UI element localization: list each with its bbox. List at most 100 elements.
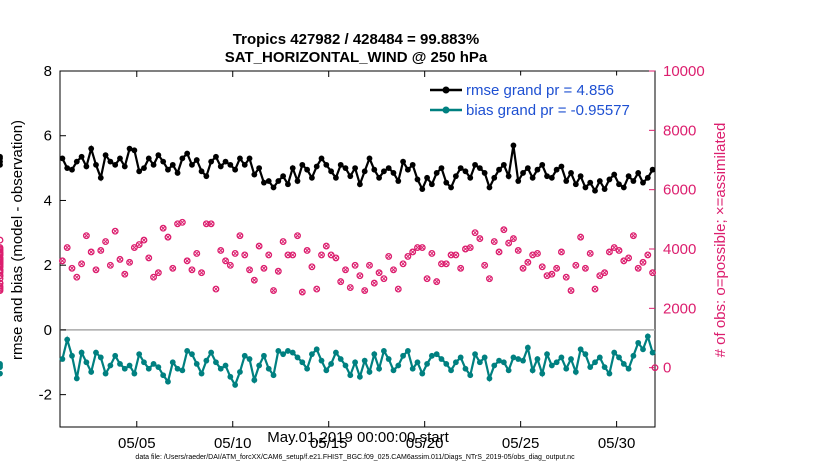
count-point-cross — [285, 252, 291, 258]
bias-point — [64, 336, 71, 343]
count-point-cross — [247, 267, 252, 273]
count-point-cross — [299, 289, 305, 295]
count-point — [193, 249, 201, 257]
bias-point — [131, 370, 138, 377]
count-point-cross — [347, 285, 353, 290]
count-point — [183, 257, 191, 265]
chart-title: Tropics 427982 / 428484 = 99.883% — [233, 31, 479, 48]
bias-point — [404, 348, 411, 354]
count-point-cross — [563, 274, 569, 280]
count-point — [601, 269, 609, 277]
bias-point — [328, 360, 335, 367]
count-point-cross — [525, 259, 531, 265]
x-tick-label: 05/30 — [598, 435, 636, 452]
count-point — [471, 229, 479, 237]
count-point-cross — [88, 249, 94, 255]
count-point — [644, 251, 652, 259]
count-point — [476, 235, 484, 243]
count-point-cross — [482, 262, 488, 268]
bias-point — [337, 356, 344, 362]
count-point — [236, 232, 244, 240]
count-point-cross — [530, 252, 535, 258]
bias-point — [313, 346, 320, 353]
count-point-cross — [434, 279, 440, 284]
bias-point — [568, 356, 574, 362]
rmse-point — [500, 161, 507, 168]
rmse-point — [630, 178, 637, 184]
bias-point — [69, 352, 75, 359]
bias-point — [467, 372, 474, 379]
bias-point — [93, 349, 99, 356]
count-point — [553, 264, 561, 272]
count-point — [289, 251, 297, 259]
count-point — [116, 255, 124, 263]
count-point-cross — [607, 249, 612, 255]
count-point-cross — [309, 264, 315, 270]
bias-point — [649, 349, 656, 356]
bias-point — [390, 367, 397, 374]
rmse-point — [59, 155, 66, 162]
bias-point — [644, 333, 651, 340]
bias-point — [500, 359, 507, 366]
count-point — [78, 260, 86, 268]
count-point-cross — [448, 252, 454, 258]
bias-point — [380, 348, 387, 354]
count-point-cross — [391, 267, 396, 273]
count-point-cross — [208, 221, 214, 227]
count-point-cross — [511, 236, 516, 241]
count-point — [0, 287, 4, 294]
rmse-point — [491, 174, 498, 181]
count-point-cross — [343, 267, 348, 273]
bias-point — [78, 349, 85, 356]
count-point-cross — [467, 245, 473, 250]
bias-point — [616, 354, 622, 361]
bias-point — [121, 365, 128, 372]
count-point — [0, 236, 4, 244]
rmse-point — [428, 181, 435, 188]
bias-point — [452, 359, 459, 366]
count-point — [145, 254, 153, 262]
bias-point — [141, 359, 147, 366]
y2-axis-label: # of obs: o=possible; ×=assimilated — [712, 123, 729, 358]
count-point-cross — [381, 276, 387, 282]
count-point — [442, 260, 450, 268]
count-point-cross — [635, 265, 641, 271]
count-point — [591, 285, 599, 293]
count-point-cross — [395, 286, 401, 292]
bias-point — [126, 362, 133, 369]
bias-point — [136, 351, 143, 358]
count-point-cross — [295, 233, 300, 239]
count-point — [486, 275, 493, 283]
rmse-point — [577, 173, 584, 180]
count-point — [126, 258, 134, 266]
bias-point — [0, 370, 3, 377]
count-point-cross — [304, 248, 310, 253]
bias-point — [577, 346, 584, 353]
rmse-point — [390, 170, 397, 176]
count-point — [495, 248, 503, 256]
count-point-cross — [616, 248, 622, 253]
count-point-cross — [151, 274, 156, 280]
count-point-cross — [199, 270, 204, 276]
rmse-point — [376, 174, 382, 181]
count-point — [414, 244, 421, 251]
rmse-point — [126, 145, 133, 152]
rmse-point — [198, 168, 205, 175]
count-point — [390, 266, 397, 274]
rmse-point — [261, 179, 267, 186]
bias-point — [102, 370, 109, 377]
count-point — [222, 257, 229, 265]
bias-point — [150, 360, 157, 367]
bias-point — [174, 365, 181, 372]
bias-point — [462, 365, 469, 372]
rmse-point — [97, 174, 104, 181]
count-point — [154, 269, 162, 277]
count-point-cross — [592, 286, 598, 292]
count-point — [327, 251, 335, 259]
count-point-cross — [280, 239, 286, 244]
count-point-cross — [501, 227, 507, 233]
rmse-point — [371, 166, 378, 173]
count-point — [58, 257, 66, 265]
count-point-cross — [443, 261, 449, 267]
count-point-cross — [463, 246, 468, 252]
